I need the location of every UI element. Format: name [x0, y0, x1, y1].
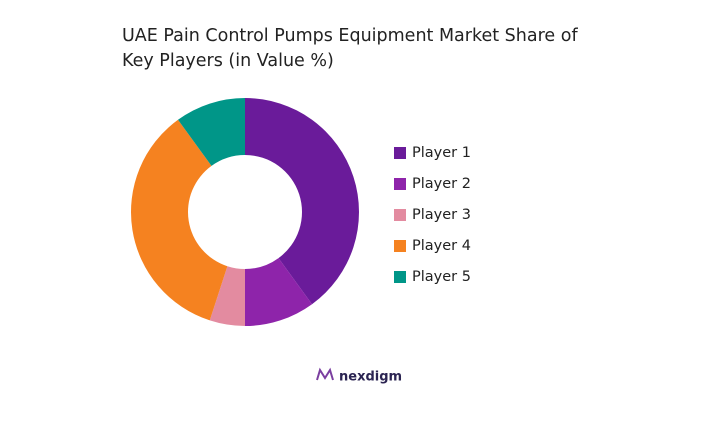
donut-slice: [131, 119, 228, 321]
donut-slice: [209, 266, 245, 326]
donut-slice: [245, 98, 359, 305]
legend-swatch: [394, 271, 406, 283]
legend-swatch: [394, 147, 406, 159]
legend-swatch: [394, 209, 406, 221]
logo-text: nexdigm: [339, 370, 402, 385]
logo-icon: [316, 367, 334, 381]
legend-swatch: [394, 240, 406, 252]
legend-label: Player 3: [412, 207, 471, 223]
donut-slice: [245, 258, 313, 326]
legend-label: Player 4: [412, 238, 471, 254]
legend-label: Player 1: [412, 145, 471, 161]
chart-title: UAE Pain Control Pumps Equipment Market …: [122, 26, 578, 71]
legend-label: Player 5: [412, 269, 471, 285]
legend-swatch: [394, 178, 406, 190]
legend-label: Player 2: [412, 176, 471, 192]
donut-slice: [177, 98, 245, 166]
